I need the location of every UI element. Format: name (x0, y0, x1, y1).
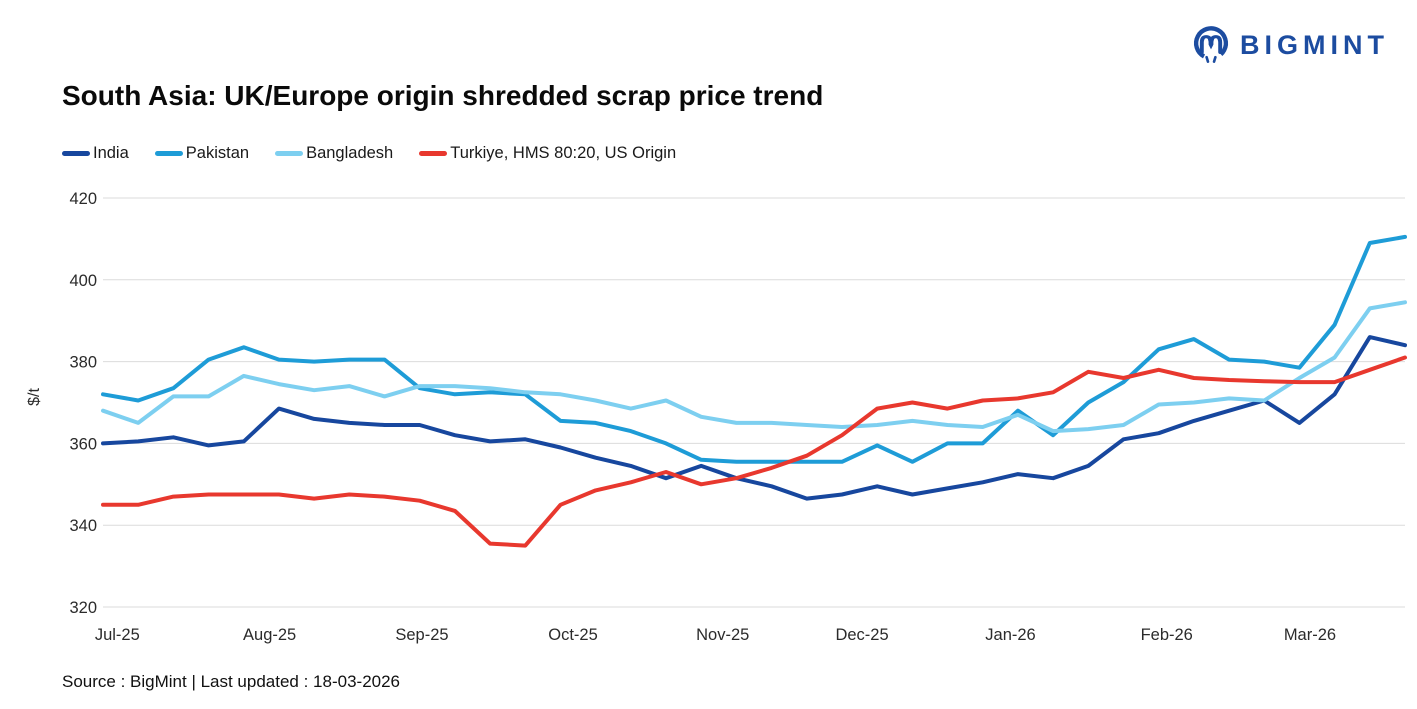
svg-text:Mar-26: Mar-26 (1284, 626, 1336, 644)
legend-item-turkiye: Turkiye, HMS 80:20, US Origin (419, 144, 676, 163)
y-axis-title: $/t (25, 388, 43, 406)
svg-text:Dec-25: Dec-25 (835, 626, 888, 644)
legend-swatch-bangladesh (275, 151, 304, 156)
svg-text:340: 340 (69, 517, 97, 535)
legend-label-bangladesh: Bangladesh (306, 144, 394, 162)
svg-text:Nov-25: Nov-25 (696, 626, 749, 644)
svg-text:Aug-25: Aug-25 (243, 626, 296, 644)
svg-text:400: 400 (69, 272, 97, 290)
svg-text:420: 420 (69, 190, 97, 208)
svg-text:Jan-26: Jan-26 (985, 626, 1035, 644)
legend-label-turkiye: Turkiye, HMS 80:20, US Origin (450, 144, 677, 162)
legend-label-pakistan: Pakistan (185, 144, 250, 162)
legend-swatch-turkiye (419, 151, 448, 156)
legend-swatch-india (62, 151, 90, 156)
legend-swatch-pakistan (154, 151, 183, 156)
svg-text:360: 360 (69, 435, 97, 453)
bigmint-icon (1193, 26, 1229, 63)
bigmint-wordmark: BIGMINT (1240, 29, 1389, 60)
legend-item-pakistan: Pakistan (154, 144, 250, 163)
source-note: Source : BigMint | Last updated : 18-03-… (62, 672, 401, 691)
legend-item-bangladesh: Bangladesh (275, 144, 393, 163)
svg-text:Jul-25: Jul-25 (95, 626, 140, 644)
svg-text:320: 320 (69, 599, 97, 617)
svg-text:Feb-26: Feb-26 (1141, 626, 1193, 644)
legend-label-india: India (93, 144, 129, 162)
page-title: South Asia: UK/Europe origin shredded sc… (62, 80, 824, 111)
bigmint-logo: BIGMINT (1190, 24, 1389, 66)
svg-text:Sep-25: Sep-25 (395, 626, 448, 644)
legend-item-india: India (62, 144, 129, 163)
chart-legend: India Pakistan Bangladesh Turkiye, HMS 8… (62, 144, 676, 163)
svg-text:380: 380 (69, 354, 97, 372)
svg-text:Oct-25: Oct-25 (548, 626, 598, 644)
